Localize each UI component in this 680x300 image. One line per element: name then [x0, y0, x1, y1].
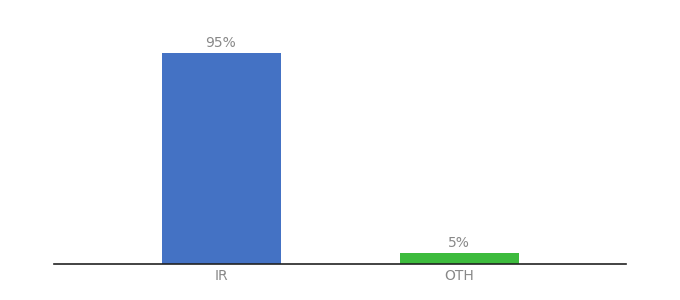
- Bar: [400, 253, 518, 264]
- Bar: [162, 53, 280, 264]
- Text: 5%: 5%: [448, 236, 470, 250]
- Text: 95%: 95%: [205, 36, 237, 50]
